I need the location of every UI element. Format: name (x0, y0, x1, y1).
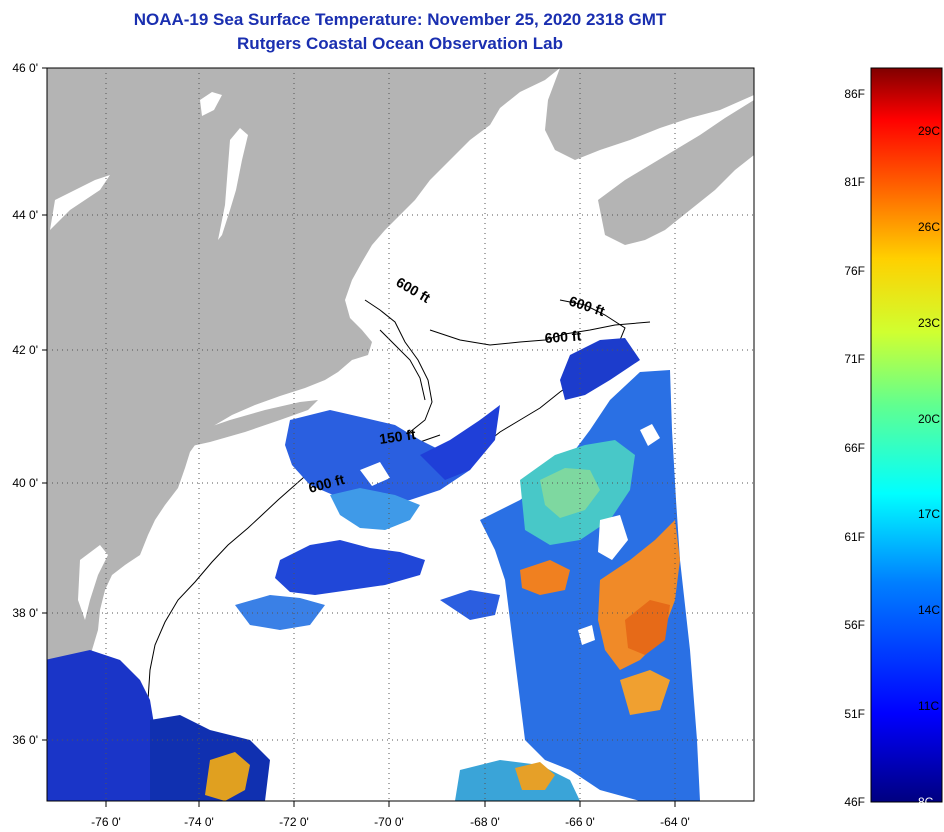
lat-label: 46 0' (12, 61, 38, 75)
lon-label: -64 0' (660, 815, 690, 829)
temperature-colorbar (870, 67, 943, 803)
lat-label: 44 0' (12, 208, 38, 222)
celsius-label: 14C (918, 603, 940, 617)
map-title: NOAA-19 Sea Surface Temperature: Novembe… (133, 10, 667, 29)
lon-label: -70 0' (374, 815, 404, 829)
celsius-label: 23C (918, 316, 940, 330)
gridlines (47, 68, 754, 801)
celsius-label: 20C (918, 412, 940, 426)
map-border (46, 67, 755, 802)
longitude-labels: -76 0' -74 0' -72 0' -70 0' -68 0' -66 0… (91, 815, 690, 829)
fahrenheit-label: 81F (844, 175, 865, 189)
celsius-label: 29C (918, 124, 940, 138)
lat-label: 42 0' (12, 343, 38, 357)
fahrenheit-label: 71F (844, 352, 865, 366)
land-new-brunswick (545, 68, 754, 160)
lon-label: -66 0' (565, 815, 595, 829)
land-us-mainland (47, 68, 560, 715)
contour-label: 150 ft (378, 426, 417, 447)
colorbar-fahrenheit-labels: 86F 81F 76F 71F 66F 61F 56F 51F 46F (844, 87, 865, 809)
lat-label: 40 0' (12, 476, 38, 490)
contour-label: 600 ft (544, 327, 582, 346)
fahrenheit-label: 61F (844, 530, 865, 544)
fahrenheit-label: 76F (844, 264, 865, 278)
axis-ticks (42, 67, 676, 807)
fahrenheit-label: 66F (844, 441, 865, 455)
lon-label: -68 0' (470, 815, 500, 829)
map-area (47, 68, 754, 801)
fahrenheit-label: 46F (844, 795, 865, 809)
latitude-labels: 46 0' 44 0' 42 0' 40 0' 38 0' 36 0' (12, 61, 38, 747)
lat-label: 38 0' (12, 606, 38, 620)
land-long-island (192, 400, 318, 446)
map-subtitle: Rutgers Coastal Ocean Observation Lab (237, 34, 563, 53)
lon-label: -74 0' (184, 815, 214, 829)
fahrenheit-label: 51F (844, 707, 865, 721)
celsius-label: 26C (918, 220, 940, 234)
celsius-label: 8C (918, 795, 934, 809)
lon-label: -72 0' (279, 815, 309, 829)
lon-label: -76 0' (91, 815, 121, 829)
celsius-label: 17C (918, 507, 940, 521)
fahrenheit-label: 56F (844, 618, 865, 632)
lat-label: 36 0' (12, 733, 38, 747)
colorbar-celsius-labels: 29C 26C 23C 20C 17C 14C 11C 8C (918, 124, 940, 809)
land-nova-scotia (598, 100, 754, 245)
sst-swath (47, 338, 700, 801)
fahrenheit-label: 86F (844, 87, 865, 101)
celsius-label: 11C (918, 699, 939, 713)
